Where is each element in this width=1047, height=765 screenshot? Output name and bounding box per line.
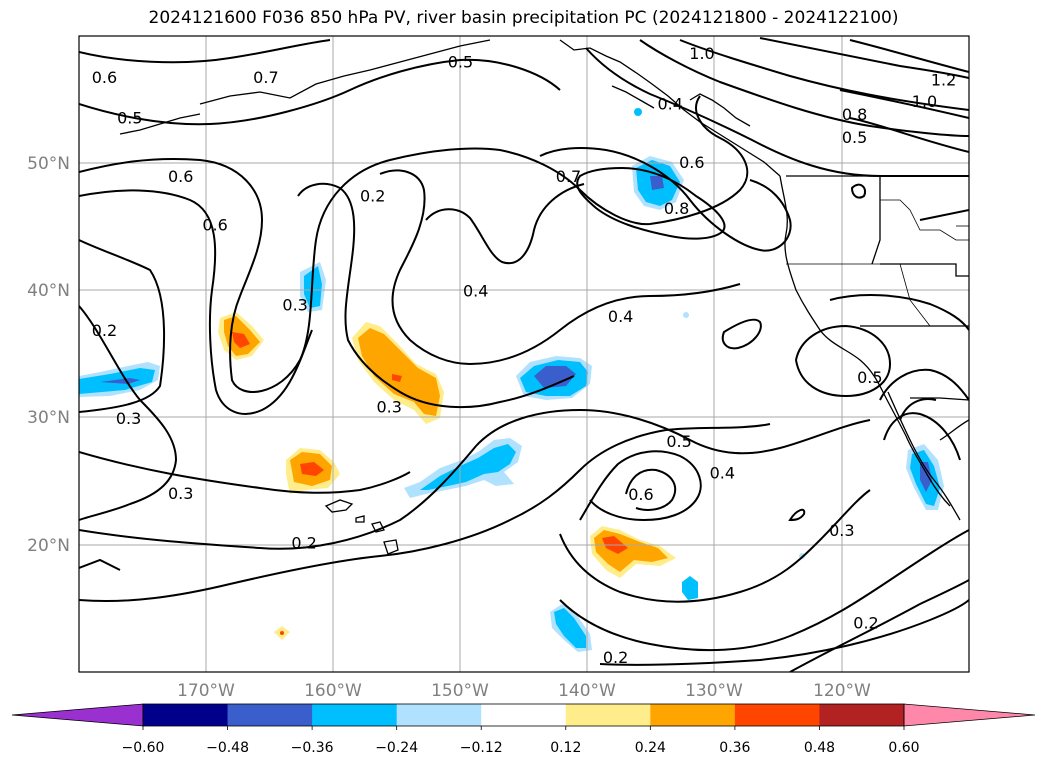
contour-label: 1.0 [912,92,937,111]
colorbar-over-arrow [903,703,1036,727]
colorbar-tick-label: 0.12 [550,740,581,756]
contour-label: 0.3 [168,484,193,503]
lon-label-130w: 130°W [685,681,743,701]
contour-label: 0.3 [116,409,141,428]
contour-label: 0.5 [666,432,691,451]
state-borders [786,199,969,327]
lon-label-160w: 160°W [304,681,362,701]
colorbar-box [734,704,820,726]
figure-title: 2024121600 F036 850 hPa PV, river basin … [148,8,899,28]
contour-label: 0.6 [92,68,117,87]
colorbar-tick-label: −0.36 [291,740,334,756]
colorbar-tick-label: −0.12 [460,740,503,756]
contour-label: 0.4 [608,307,633,326]
colorbar: −0.60 −0.48 −0.36 −0.24 −0.12 0.12 0.24 0.36 0.4… [11,703,1036,756]
colorbar-tick-label: 0.48 [804,740,835,756]
colorbar-tick-label: −0.48 [206,740,249,756]
map-background [79,36,969,672]
lon-label-170w: 170°W [177,681,235,701]
lon-label-140w: 140°W [558,681,616,701]
contour-label: 0.6 [202,216,227,235]
lat-label-20: 20°N [27,536,70,556]
coastlines [119,39,969,555]
contour-label: 0.5 [857,368,882,387]
contour-label: 0.3 [829,521,854,540]
colorbar-tick-label: 0.60 [888,740,919,756]
contour-label: 0.4 [463,282,488,301]
contour-label: 0.2 [603,648,628,667]
colorbar-ticks: −0.60 −0.48 −0.36 −0.24 −0.12 0.12 0.24 0.36 0.4… [122,726,920,756]
colorbar-box [396,704,482,726]
contour-label: 0.5 [448,53,473,72]
colorbar-tick-label: −0.24 [375,740,418,756]
colorbar-under-arrow [11,703,144,727]
contour-label: 1.2 [931,71,956,90]
contour-labels: 0.6 0.7 0.5 0.5 1.0 0.4 1.2 1.0 0.8 0.5 0.6 0.6 0.2 0… [92,44,957,667]
pv-contours [79,37,969,672]
lon-label-150w: 150°W [431,681,489,701]
contour-label: 0.8 [842,105,867,124]
colorbar-tick-label: 0.24 [635,740,666,756]
contour-label: 0.4 [710,464,735,483]
colorbar-box [565,704,651,726]
contour-label: 0.2 [853,614,878,633]
colorbar-tick-label: −0.60 [122,740,165,756]
contour-label: 0.2 [291,534,316,553]
contour-label: 0.8 [664,199,689,218]
colorbar-boxes [143,704,905,726]
contour-label: 1.0 [689,44,714,63]
contour-label: 0.6 [628,485,653,504]
contour-label: 0.6 [679,153,704,172]
latitude-labels: 50°N 40°N 30°N 20°N [27,154,70,556]
colorbar-box [227,704,313,726]
contour-label: 0.7 [556,167,581,186]
contour-label: 0.3 [377,397,402,416]
map-frame [78,35,970,673]
colorbar-box [819,704,905,726]
colorbar-tick-label: 0.36 [719,740,750,756]
contour-label: 0.5 [842,128,867,147]
longitude-labels: 170°W 160°W 150°W 140°W 130°W 120°W [177,681,871,701]
colorbar-box [481,704,567,726]
lat-label-30: 30°N [27,408,70,428]
colorbar-box [143,704,229,726]
lat-label-40: 40°N [27,281,70,301]
lat-label-50: 50°N [27,154,70,174]
colorbar-box [312,704,398,726]
contour-label: 0.2 [360,186,385,205]
contour-label: 0.7 [253,68,278,87]
contour-label: 0.6 [168,167,193,186]
colorbar-frame [142,703,905,727]
contour-label: 0.2 [92,321,117,340]
contour-label: 0.4 [657,95,682,114]
colorbar-box [650,704,736,726]
precipitation-shading [79,108,944,652]
contour-label: 0.5 [117,109,142,128]
lon-label-120w: 120°W [813,681,871,701]
contour-label: 0.3 [282,296,307,315]
